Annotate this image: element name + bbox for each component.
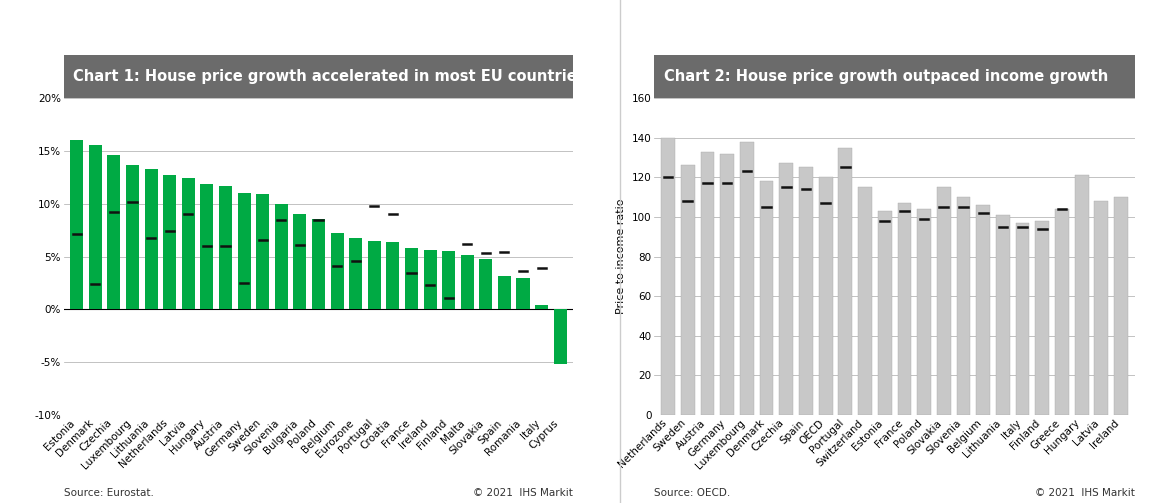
Bar <box>126 164 139 309</box>
Bar <box>779 163 793 415</box>
Bar <box>163 175 176 309</box>
Bar <box>145 169 157 309</box>
Bar <box>819 178 833 415</box>
Bar <box>838 147 852 415</box>
Bar <box>405 248 418 309</box>
Bar <box>71 140 83 309</box>
Bar <box>368 241 381 309</box>
Bar <box>293 214 307 309</box>
Bar <box>200 184 213 309</box>
Text: Chart 2: House price growth outpaced income growth: Chart 2: House price growth outpaced inc… <box>664 69 1108 84</box>
Bar <box>312 218 325 309</box>
Bar <box>89 144 102 309</box>
Text: © 2021  IHS Markit: © 2021 IHS Markit <box>474 488 573 498</box>
Bar <box>349 237 362 309</box>
Bar <box>917 209 931 415</box>
Bar <box>1016 223 1029 415</box>
Bar <box>740 142 754 415</box>
Bar <box>1114 197 1128 415</box>
Bar <box>554 309 566 364</box>
Bar <box>858 187 872 415</box>
Text: Chart 1: House price growth accelerated in most EU countries: Chart 1: House price growth accelerated … <box>73 69 586 84</box>
Bar <box>897 203 911 415</box>
Bar <box>996 215 1010 415</box>
Bar <box>108 155 120 309</box>
Bar <box>256 194 269 309</box>
Bar <box>878 211 892 415</box>
Bar <box>760 181 774 415</box>
Y-axis label: Price to income ratio: Price to income ratio <box>616 199 626 314</box>
Bar <box>799 167 813 415</box>
Bar <box>237 193 250 309</box>
Bar <box>957 197 970 415</box>
Bar <box>461 256 474 309</box>
Bar <box>1055 209 1069 415</box>
Bar <box>661 138 675 415</box>
Bar <box>479 259 492 309</box>
Bar <box>387 242 400 309</box>
Bar <box>701 151 714 415</box>
Text: Source: OECD.: Source: OECD. <box>654 488 731 498</box>
Bar <box>516 278 529 309</box>
Bar <box>182 179 195 309</box>
Bar <box>424 250 437 309</box>
Bar <box>274 204 288 309</box>
Bar <box>1035 221 1049 415</box>
Bar <box>720 153 734 415</box>
Bar <box>937 187 951 415</box>
Bar <box>498 276 511 309</box>
Bar <box>681 165 695 415</box>
Bar <box>976 205 990 415</box>
Bar <box>1094 201 1108 415</box>
Bar <box>535 305 548 309</box>
Text: Source: Eurostat.: Source: Eurostat. <box>64 488 154 498</box>
Bar <box>1075 176 1089 415</box>
Bar <box>442 252 455 309</box>
Text: © 2021  IHS Markit: © 2021 IHS Markit <box>1035 488 1135 498</box>
Bar <box>330 233 344 309</box>
Bar <box>219 186 232 309</box>
